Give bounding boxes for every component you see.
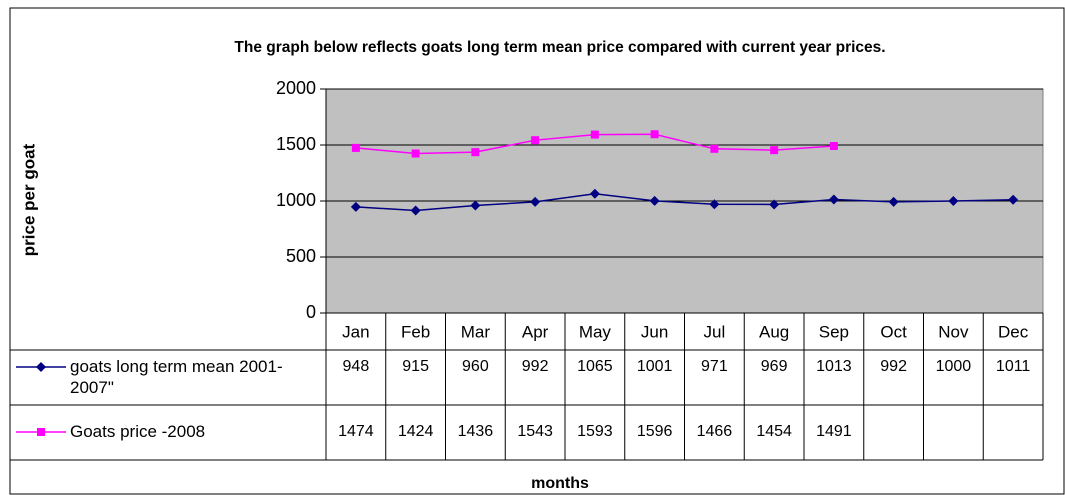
line-marker [531, 136, 540, 145]
x-tick-label: Jun [641, 322, 668, 341]
table-value: 971 [701, 358, 728, 375]
x-tick-label: Jan [342, 322, 369, 341]
line-marker [37, 428, 45, 436]
line-marker [590, 130, 599, 139]
line-marker [470, 200, 481, 211]
line-marker [888, 196, 899, 207]
y-tick-label: 500 [286, 246, 316, 266]
line-marker [350, 201, 361, 212]
table-value: 1436 [458, 423, 494, 440]
line-marker [471, 148, 480, 157]
table-value: 1474 [338, 423, 374, 440]
table-value: 1466 [697, 423, 733, 440]
line-marker [351, 143, 360, 152]
y-tick-label: 2000 [276, 78, 316, 98]
table-value: 1424 [398, 423, 434, 440]
table-value: 1000 [936, 358, 972, 375]
line-marker [650, 130, 659, 139]
line-marker [410, 205, 421, 216]
line-marker [589, 188, 600, 199]
chart-title: The graph below reflects goats long term… [234, 39, 886, 56]
line-marker [948, 196, 959, 206]
line-marker [710, 144, 719, 153]
x-axis-label: months [531, 475, 589, 492]
table-value: 1491 [816, 423, 852, 440]
line-marker [36, 362, 46, 372]
x-tick-label: Apr [522, 322, 549, 341]
table-value: 1543 [517, 423, 553, 440]
line-marker [769, 199, 780, 210]
table-value: 948 [343, 358, 370, 375]
x-tick-label: Mar [461, 322, 491, 341]
table-value: 1013 [816, 358, 852, 375]
y-tick-label: 1500 [276, 134, 316, 154]
table-value: 969 [761, 358, 788, 375]
table-value: 1454 [756, 423, 792, 440]
x-tick-label: Aug [759, 322, 789, 341]
y-tick-label: 0 [306, 302, 316, 322]
table-value: 1011 [996, 358, 1031, 375]
legend-label: goats long term mean 2001-2007" [70, 357, 283, 397]
line-marker [709, 199, 720, 210]
line-marker [411, 149, 420, 158]
x-tick-label: Oct [880, 322, 907, 341]
x-tick-label: Feb [401, 322, 430, 341]
table-value: 915 [402, 358, 429, 375]
y-tick-label: 1000 [276, 190, 316, 210]
x-tick-label: Dec [998, 322, 1029, 341]
table-value: 992 [880, 358, 907, 375]
table-value: 1065 [577, 358, 613, 375]
line-marker [530, 196, 541, 207]
x-tick-label: Jul [704, 322, 726, 341]
x-tick-label: May [579, 322, 612, 341]
legend-label: Goats price -2008 [70, 422, 206, 441]
table-value: 1001 [637, 358, 673, 375]
line-marker [829, 142, 838, 151]
series-line [355, 192, 1014, 212]
table-value: 1596 [637, 423, 673, 440]
table-value: 992 [522, 358, 549, 375]
x-tick-label: Nov [938, 322, 969, 341]
line-marker [828, 194, 839, 205]
line-marker [770, 146, 779, 155]
line-marker [649, 195, 660, 206]
line-marker [1008, 194, 1019, 205]
x-tick-label: Sep [819, 322, 849, 341]
y-axis-label: price per goat [19, 143, 38, 256]
table-value: 1593 [577, 423, 613, 440]
table-value: 960 [462, 358, 489, 375]
